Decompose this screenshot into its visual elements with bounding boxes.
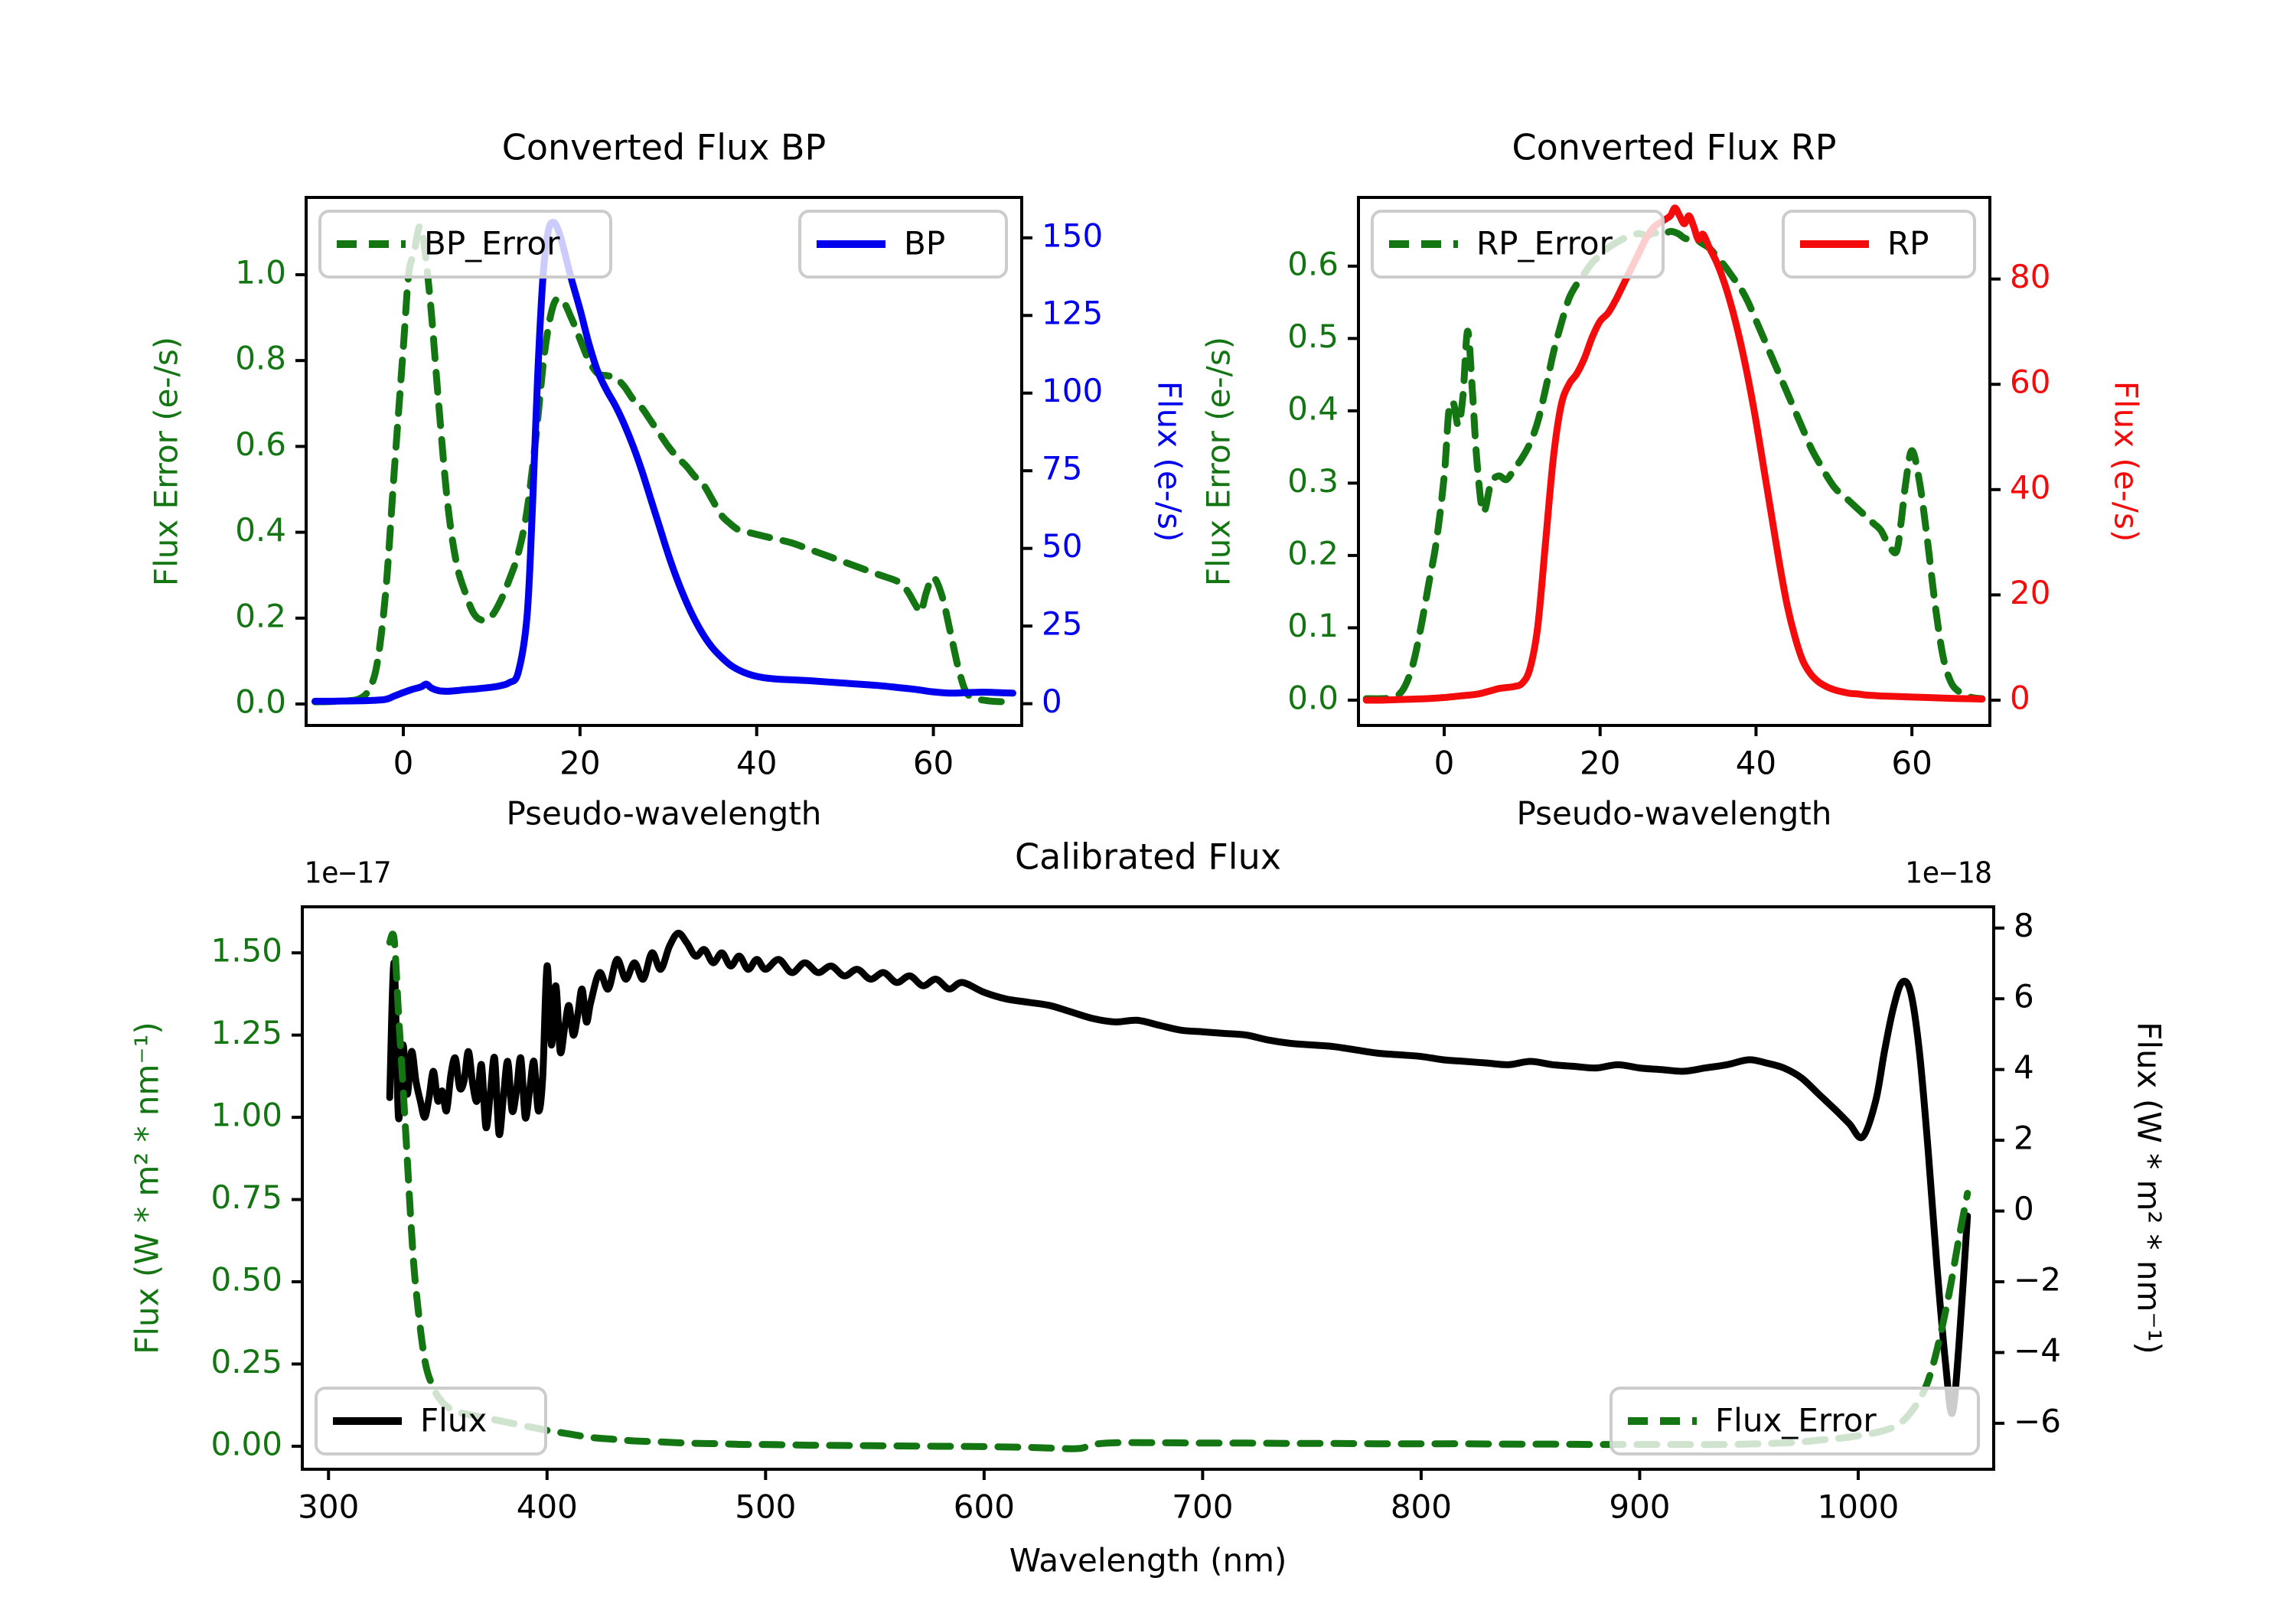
offset-right-calibrated: 1e−18 xyxy=(1905,856,1992,890)
xaxis-label-calibrated: Wavelength (nm) xyxy=(1009,1542,1287,1579)
yticklabel-left-rp-3: 0.3 xyxy=(1287,462,1339,500)
curve-rp-rp xyxy=(1362,204,1986,704)
yticklabel-right-bp-3: 75 xyxy=(1042,450,1082,487)
curve-bp-bp xyxy=(311,218,1016,705)
yticklabel-right-calibrated-3: 0 xyxy=(2014,1190,2034,1227)
curve-rp-rp_error xyxy=(1362,227,1986,702)
legend-label-rp: RP xyxy=(1887,225,1929,262)
yticklabel-left-rp-5: 0.5 xyxy=(1287,318,1339,355)
yticklabel-right-bp-6: 150 xyxy=(1042,217,1103,254)
yticklabel-left-calibrated-6: 1.50 xyxy=(210,932,282,970)
yticklabel-right-rp-2: 40 xyxy=(2010,468,2050,506)
yticklabel-right-calibrated-7: 8 xyxy=(2014,907,2034,944)
xticklabel-rp-2: 40 xyxy=(1736,745,1776,782)
yticklabel-right-bp-5: 125 xyxy=(1042,295,1103,332)
legend-box-flux-error xyxy=(1609,1387,1980,1455)
yticklabel-right-bp-4: 100 xyxy=(1042,372,1103,409)
legend-box-bp xyxy=(798,210,1008,279)
yticklabel-right-rp-1: 20 xyxy=(2010,574,2050,611)
xticklabel-rp-0: 0 xyxy=(1434,745,1455,782)
yticklabel-left-bp-4: 0.8 xyxy=(235,340,286,377)
yticklabel-right-calibrated-2: −2 xyxy=(2014,1261,2061,1299)
yticklabel-right-calibrated-6: 6 xyxy=(2014,978,2034,1015)
yticklabel-left-rp-0: 0.0 xyxy=(1287,679,1339,716)
xticklabel-bp-3: 60 xyxy=(913,745,954,782)
yticklabel-left-calibrated-2: 0.50 xyxy=(210,1261,282,1299)
xticklabel-bp-1: 20 xyxy=(559,745,600,782)
legend-label-bp-error: BP_Error xyxy=(424,225,560,262)
yticklabel-left-bp-2: 0.4 xyxy=(235,511,286,549)
xticklabel-rp-3: 60 xyxy=(1891,745,1932,782)
legend-box-flux xyxy=(315,1387,547,1455)
yticklabel-left-calibrated-1: 0.25 xyxy=(210,1343,282,1380)
xaxis-label-rp: Pseudo-wavelength xyxy=(1517,795,1832,833)
yaxis-label-left-bp: Flux Error (e-/s) xyxy=(148,337,185,586)
xticklabel-calibrated-7: 1000 xyxy=(1818,1488,1900,1526)
xticklabel-bp-0: 0 xyxy=(393,745,414,782)
yticklabel-right-rp-0: 0 xyxy=(2010,679,2030,716)
panel-title-rp: Converted Flux RP xyxy=(1512,127,1837,168)
yaxis-label-right-rp: Flux (e-/s) xyxy=(2108,381,2145,542)
yticklabel-right-calibrated-4: 2 xyxy=(2014,1120,2034,1157)
xticklabel-bp-2: 40 xyxy=(736,745,777,782)
axes-frame-rp xyxy=(1357,196,1991,727)
offset-left-calibrated: 1e−17 xyxy=(304,856,391,890)
legend-box-bp-error xyxy=(318,210,612,279)
yticklabel-left-calibrated-5: 1.25 xyxy=(210,1014,282,1051)
yticklabel-right-bp-2: 50 xyxy=(1042,527,1082,565)
legend-label-flux-error: Flux_Error xyxy=(1715,1402,1877,1439)
legend-label-flux: Flux xyxy=(420,1402,487,1439)
xticklabel-rp-1: 20 xyxy=(1580,745,1620,782)
panel-title-calibrated: Calibrated Flux xyxy=(1015,836,1281,878)
yticklabel-left-rp-6: 0.6 xyxy=(1287,245,1339,282)
yticklabel-left-rp-4: 0.4 xyxy=(1287,390,1339,427)
yticklabel-left-bp-5: 1.0 xyxy=(235,253,286,291)
yticklabel-left-calibrated-3: 0.75 xyxy=(210,1178,282,1216)
yaxis-label-left-rp: Flux Error (e-/s) xyxy=(1200,337,1238,586)
yticklabel-right-calibrated-5: 4 xyxy=(2014,1048,2034,1086)
xticklabel-calibrated-1: 400 xyxy=(517,1488,578,1526)
yticklabel-left-calibrated-4: 1.00 xyxy=(210,1097,282,1134)
yticklabel-left-bp-3: 0.6 xyxy=(235,425,286,463)
yaxis-label-right-calibrated: Flux (W * m² * nm⁻¹) xyxy=(2131,1022,2168,1354)
yticklabel-left-bp-1: 0.2 xyxy=(235,597,286,634)
xticklabel-calibrated-4: 700 xyxy=(1172,1488,1233,1526)
xticklabel-calibrated-2: 500 xyxy=(735,1488,796,1526)
axes-frame-bp xyxy=(305,196,1023,727)
yticklabel-right-calibrated-0: −6 xyxy=(2014,1402,2061,1439)
legend-box-rp-error xyxy=(1371,210,1665,279)
yticklabel-right-rp-3: 60 xyxy=(2010,363,2050,401)
yticklabel-right-bp-1: 25 xyxy=(1042,605,1082,643)
legend-label-rp-error: RP_Error xyxy=(1476,225,1613,262)
yticklabel-right-bp-0: 0 xyxy=(1042,683,1062,720)
yticklabel-left-bp-0: 0.0 xyxy=(235,683,286,720)
panel-title-bp: Converted Flux BP xyxy=(502,127,827,168)
legend-box-rp xyxy=(1782,210,1976,279)
legend-label-bp: BP xyxy=(904,225,945,262)
yticklabel-left-rp-1: 0.1 xyxy=(1287,607,1339,644)
axes-frame-calibrated xyxy=(301,905,1995,1471)
yticklabel-right-rp-4: 80 xyxy=(2010,258,2050,295)
xticklabel-calibrated-0: 300 xyxy=(298,1488,359,1526)
yaxis-label-left-calibrated: Flux (W * m² * nm⁻¹) xyxy=(129,1022,166,1354)
yticklabel-left-calibrated-0: 0.00 xyxy=(210,1425,282,1462)
yticklabel-left-rp-2: 0.2 xyxy=(1287,534,1339,572)
curve-calibrated-flux xyxy=(386,929,1971,1417)
yticklabel-right-calibrated-1: −4 xyxy=(2014,1332,2061,1369)
curve-bp-bp_error xyxy=(311,223,1016,706)
xticklabel-calibrated-6: 900 xyxy=(1609,1488,1670,1526)
xticklabel-calibrated-5: 800 xyxy=(1391,1488,1452,1526)
yaxis-label-right-bp: Flux (e-/s) xyxy=(1151,381,1189,542)
xaxis-label-bp: Pseudo-wavelength xyxy=(507,795,822,833)
curve-calibrated-flux_error xyxy=(386,931,1971,1452)
xticklabel-calibrated-3: 600 xyxy=(954,1488,1015,1526)
